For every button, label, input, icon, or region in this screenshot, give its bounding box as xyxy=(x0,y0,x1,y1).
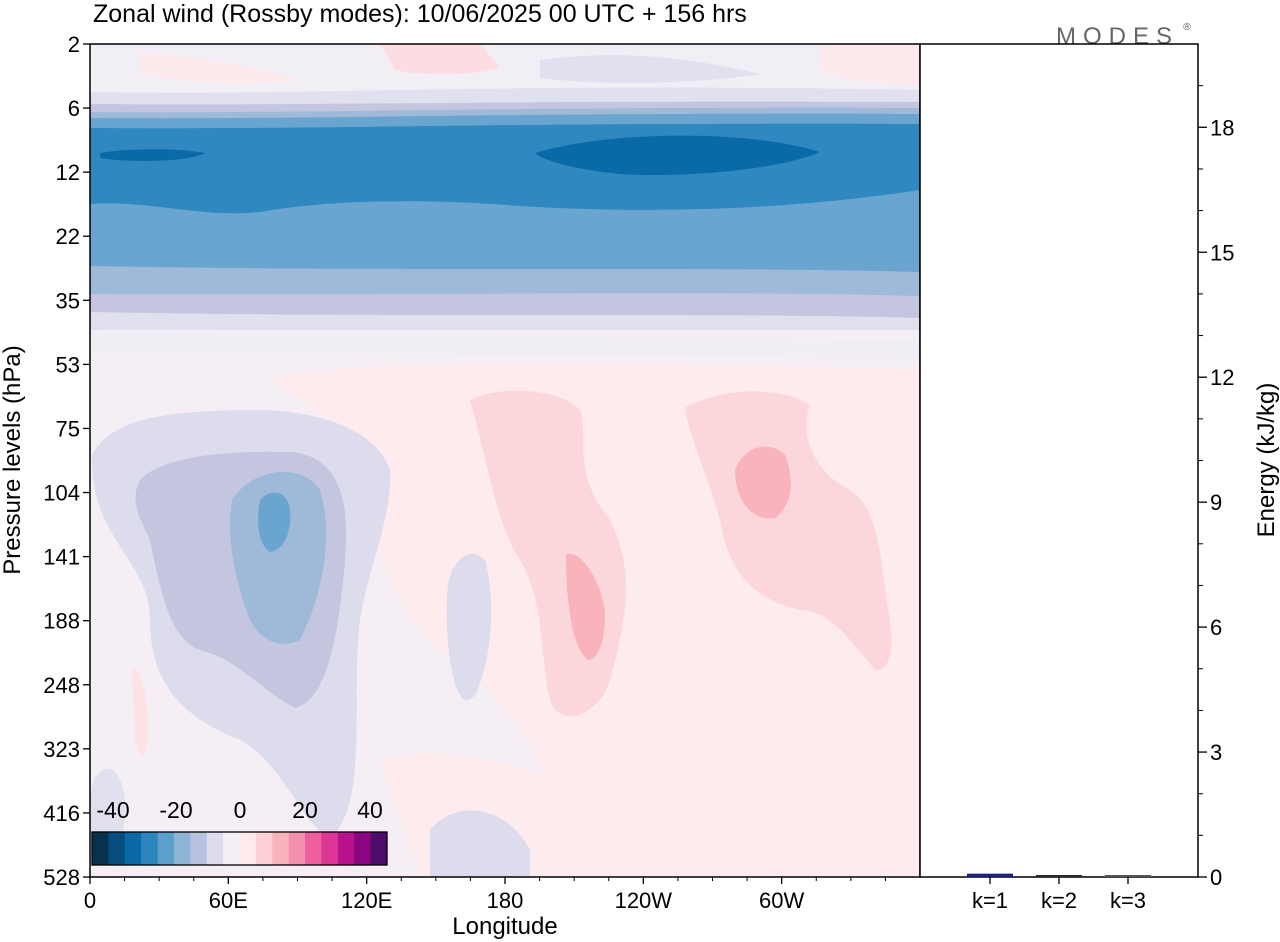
x-tick-label: 60W xyxy=(759,888,804,913)
colorbar-label: 0 xyxy=(234,797,247,823)
contour-jet-l5 xyxy=(90,123,920,214)
energy-category-label: k=1 xyxy=(972,888,1008,913)
colorbar-label: -40 xyxy=(96,797,129,823)
energy-tick-label: 9 xyxy=(1210,490,1222,515)
contour-top-negative-1 xyxy=(540,55,760,83)
energy-tick-label: 3 xyxy=(1210,740,1222,765)
energy-bar xyxy=(1105,875,1151,877)
energy-tick-label: 0 xyxy=(1210,865,1222,890)
energy-tick-label: 6 xyxy=(1210,615,1222,640)
colorbar-label: 20 xyxy=(292,797,318,823)
colorbar-swatch xyxy=(321,832,339,865)
energy-category-label: k=2 xyxy=(1041,888,1077,913)
colorbar-swatch xyxy=(124,832,142,865)
contour-field xyxy=(90,44,920,877)
colorbar-swatch xyxy=(92,832,109,865)
colorbar-swatch xyxy=(141,832,159,865)
y-tick-label: 323 xyxy=(43,737,80,762)
axes-group: 0 60E 120E 180 120W 60W 2 6 12 22 35 53 75 104 141 188 2… xyxy=(43,32,886,913)
colorbar-swatch xyxy=(223,832,240,865)
contour-positive-west-small xyxy=(132,668,149,755)
contour-positive-pacific-2-core xyxy=(735,446,791,519)
colorbar-swatch xyxy=(337,832,355,865)
y-tick-label: 35 xyxy=(56,288,80,313)
energy-panel-frame xyxy=(919,43,1199,878)
y-tick-label: 22 xyxy=(56,224,80,249)
energy-tick-label: 18 xyxy=(1210,115,1234,140)
contour-top-positive-1 xyxy=(380,44,500,75)
colorbar: -40 -20 0 20 40 xyxy=(91,797,388,866)
x-tick-label: 60E xyxy=(209,888,248,913)
contour-jet-core-2 xyxy=(535,135,820,176)
colorbar-swatch xyxy=(370,832,388,865)
contour-negative-pacific xyxy=(446,554,492,701)
colorbar-swatch xyxy=(272,832,290,865)
contour-negative-bottom xyxy=(430,810,530,877)
colorbar-swatch xyxy=(157,832,175,865)
y-tick-label: 2 xyxy=(68,32,80,57)
colorbar-swatch xyxy=(354,832,372,865)
x-axis-label: Longitude xyxy=(452,913,557,940)
colorbar-swatch xyxy=(108,832,126,865)
y-tick-label: 75 xyxy=(56,416,80,441)
contour-positive-pacific-2 xyxy=(685,391,892,671)
registered-mark-icon: ® xyxy=(1182,22,1192,33)
contour-positive-pacific-1-core xyxy=(566,554,606,660)
y-tick-label: 104 xyxy=(43,481,80,506)
x-tick-label: 180 xyxy=(487,888,524,913)
contour-negative-core xyxy=(258,492,291,552)
colorbar-frame xyxy=(91,831,388,866)
colorbar-label: 40 xyxy=(357,797,383,823)
y-axis-label: Pressure levels (hPa) xyxy=(0,345,26,574)
contour-negative-strong xyxy=(230,471,327,644)
chart-title: Zonal wind (Rossby modes): 10/06/2025 00… xyxy=(93,0,747,28)
y-tick-label: 248 xyxy=(43,673,80,698)
contour-top-positive-2 xyxy=(140,52,300,84)
x-tick-label: 120W xyxy=(615,888,673,913)
energy-bar xyxy=(967,873,1013,877)
colorbar-swatch xyxy=(255,832,273,865)
y-tick-label: 528 xyxy=(43,865,80,890)
contour-jet-core-1 xyxy=(100,149,205,161)
energy-category-label: k=3 xyxy=(1110,888,1146,913)
y-tick-label: 416 xyxy=(43,801,80,826)
energy-bar xyxy=(1036,875,1082,877)
energy-tick-label: 12 xyxy=(1210,365,1234,390)
y-tick-label: 12 xyxy=(56,160,80,185)
colorbar-swatch xyxy=(239,832,257,865)
y-tick-label: 6 xyxy=(68,96,80,121)
colorbar-swatch xyxy=(190,832,208,865)
energy-axis-label: Energy (kJ/kg) xyxy=(1253,383,1280,538)
x-tick-label: 0 xyxy=(84,888,96,913)
colorbar-swatch xyxy=(173,832,191,865)
colorbar-swatch xyxy=(288,832,306,865)
y-tick-label: 141 xyxy=(43,545,80,570)
contour-top-positive-3 xyxy=(820,44,920,86)
colorbar-swatch xyxy=(305,832,322,865)
colorbar-label: -20 xyxy=(159,797,192,823)
energy-panel: 0 3 6 9 12 15 18 k=1 k=2 k=3 xyxy=(967,85,1234,913)
y-tick-label: 188 xyxy=(43,609,80,634)
x-tick-label: 120E xyxy=(341,888,392,913)
colorbar-swatch xyxy=(206,832,224,865)
y-tick-label: 53 xyxy=(56,352,80,377)
energy-tick-label: 15 xyxy=(1210,240,1234,265)
contour-transition xyxy=(90,330,920,360)
